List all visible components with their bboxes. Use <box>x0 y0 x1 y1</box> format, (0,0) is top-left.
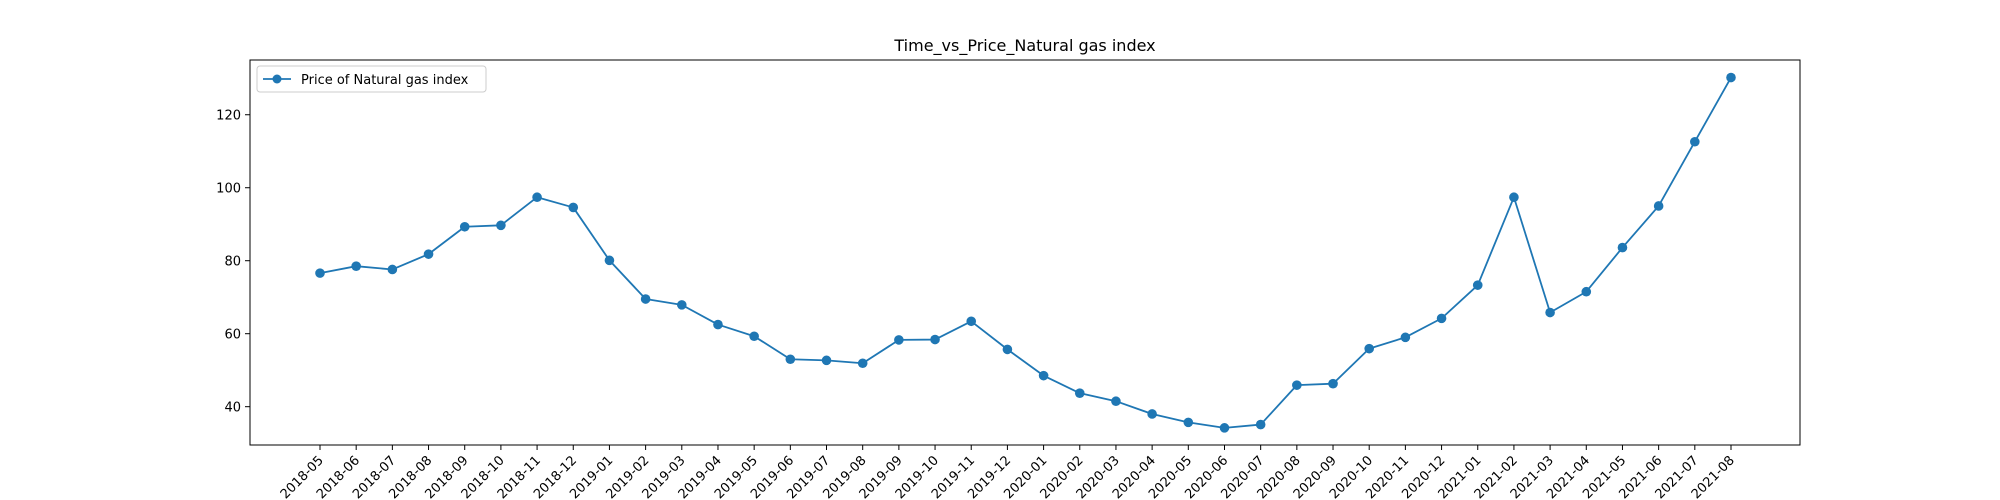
data-point <box>315 268 325 278</box>
plot-series <box>315 72 1736 433</box>
data-point <box>1328 378 1338 389</box>
data-point <box>640 294 651 304</box>
legend-point-marker <box>272 74 282 84</box>
legend: Price of Natural gas index <box>256 65 487 93</box>
data-point <box>496 220 506 231</box>
data-point <box>1002 344 1013 355</box>
data-point <box>423 249 434 259</box>
y-tick-label: 100 <box>216 182 241 197</box>
data-point <box>1690 136 1700 147</box>
data-point <box>1147 409 1157 419</box>
data-point <box>1292 380 1302 390</box>
data-point <box>930 334 940 345</box>
data-point <box>1726 72 1736 83</box>
data-point <box>604 255 615 266</box>
data-point <box>351 261 361 271</box>
data-point <box>1581 286 1592 297</box>
chart-title: Time_vs_Price_Natural gas index <box>893 36 1155 56</box>
data-point <box>821 355 832 366</box>
data-point <box>713 319 723 330</box>
data-point <box>1255 419 1266 430</box>
data-point <box>749 331 759 342</box>
data-point <box>532 192 542 203</box>
data-point <box>1617 242 1628 253</box>
data-point <box>1364 343 1375 354</box>
data-point <box>387 264 398 275</box>
data-point <box>1219 423 1230 433</box>
data-point <box>1545 307 1555 318</box>
plot-frame <box>249 59 1801 446</box>
data-point <box>1653 201 1664 211</box>
series-line <box>319 77 1732 429</box>
y-axis: 40 60 80 100 120 <box>216 109 250 416</box>
data-point <box>1400 332 1411 343</box>
data-point <box>1183 417 1194 428</box>
data-point <box>894 335 904 345</box>
legend-box <box>256 65 487 93</box>
data-point <box>676 300 687 310</box>
data-point <box>1074 388 1085 398</box>
y-tick-label: 40 <box>224 401 241 416</box>
y-tick-label: 60 <box>224 328 241 343</box>
data-point <box>857 358 868 369</box>
data-point <box>785 354 796 365</box>
y-tick-label: 120 <box>216 109 241 124</box>
data-point <box>568 202 579 213</box>
data-point <box>966 316 977 327</box>
data-point <box>1038 370 1049 381</box>
data-point <box>1509 192 1519 203</box>
y-tick-label: 80 <box>224 255 241 270</box>
legend-label: Price of Natural gas index <box>301 73 469 88</box>
data-point <box>1472 280 1483 290</box>
data-point <box>1111 396 1121 407</box>
data-point <box>1436 313 1447 324</box>
data-point <box>459 221 470 232</box>
